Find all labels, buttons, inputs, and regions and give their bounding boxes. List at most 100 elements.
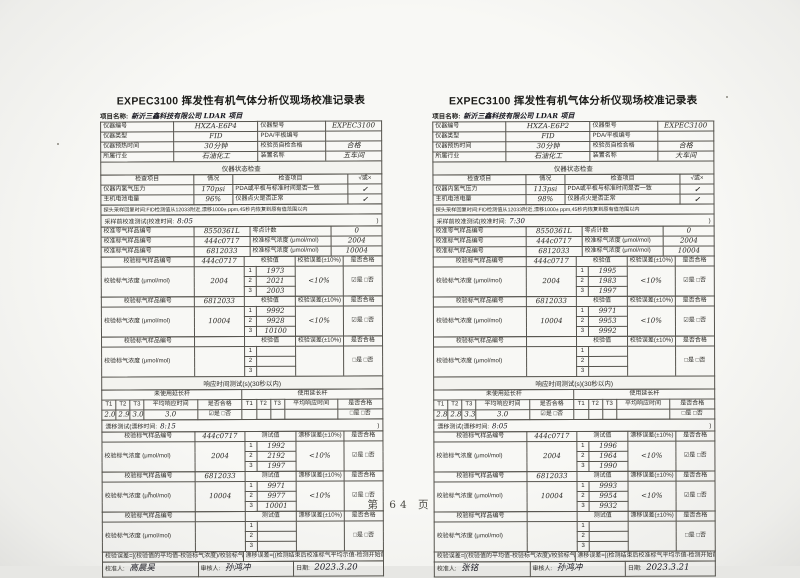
self-check-label: 校验员自检合格 — [257, 141, 326, 152]
form-title: EXPEC3100 挥发性有机气体分析仪现场校准记录表 — [116, 94, 366, 108]
verify-conc-value: 2004 — [525, 266, 577, 297]
t3-header: T3 — [270, 399, 285, 410]
signature-table: 校准人: 张铭 审核人: 孙鸿冲 日期: 2023.3.21 — [434, 561, 716, 578]
check-item-header: 检查项目 — [100, 174, 194, 186]
verify-error-header: 校验误差(±10%) — [295, 256, 343, 267]
cal-gas1-no: 444c0717 — [525, 236, 583, 247]
table-row: 校准人: 张铭 审核人: 孙鸿冲 日期: 2023.3.21 — [434, 561, 716, 577]
verify-gas-label: 校验标气样品编号 — [101, 256, 194, 268]
self-check-label: 校验员自检合格 — [590, 141, 658, 152]
drift-label: 漂移测试(漂移时间: — [105, 424, 158, 431]
drift-reading: 1964 — [588, 451, 628, 462]
pass-checkbox: ☑是 □否 — [675, 306, 715, 337]
instrument-info-table: 仪器编号 HXZA-E6P4 仪器型号 EXPEC3100 仪器类型 FID P… — [100, 120, 382, 163]
t3-header: T3 — [129, 399, 144, 410]
verify-block-2: 校验标气样品编号 6812033 校验值 校验误差(±10%) 是否合格 校验标… — [101, 295, 383, 338]
verify-error-value: <10% — [627, 266, 675, 297]
pass-header: 是否合格 — [675, 471, 716, 482]
verify-block-3: 校验标气样品编号 校验值 校验误差(±10%) 是否合格 校验标气浓度 (μmo… — [433, 336, 715, 378]
drift-gas-no: 444c0717 — [194, 431, 246, 442]
instrument-type-value: FID — [173, 131, 258, 142]
zero-count-value: 0 — [663, 226, 715, 237]
drift-reading — [256, 531, 297, 542]
verify-gas-no: 444c0717 — [525, 256, 577, 267]
drift-conc-value — [526, 521, 578, 552]
t1-header: T1 — [242, 399, 257, 410]
verify-reading — [588, 356, 628, 367]
instrument-type-label: 仪器类型 — [432, 131, 506, 142]
h2-pressure-value: 170psi — [193, 184, 233, 195]
check-item-header: 检查项目 — [432, 174, 526, 185]
calibration-gas-table: 校准零气样品编号 8550361L 零点计数 0 校准标气样品编号 444c07… — [433, 226, 715, 258]
instrument-model-label: 仪器型号 — [590, 121, 658, 132]
verify-error-value: <10% — [295, 266, 343, 297]
drift-reading: 1992 — [256, 441, 296, 452]
drift-error-header: 漂移误差(±10%) — [296, 511, 344, 522]
zero-gas-label: 校准零气样品编号 — [433, 226, 526, 237]
row-index: 2 — [244, 276, 256, 287]
verify-gas-label: 校验标气样品编号 — [433, 336, 527, 347]
verify-reading — [588, 346, 628, 357]
pass-header: 是否合格 — [675, 511, 716, 522]
date-value: 2023.3.21 — [646, 562, 690, 574]
drift-error-value — [296, 521, 345, 552]
calibration-gas-table: 校准零气样品编号 8550361L 零点计数 0 校准标气样品编号 444c07… — [101, 225, 383, 258]
pass-header: 是否合格 — [343, 510, 384, 522]
reviewer-signature: 孙鸿冲 — [224, 563, 251, 574]
row-index: 1 — [576, 306, 588, 317]
date-value: 2023.3.20 — [314, 562, 358, 574]
row-index: 2 — [245, 531, 257, 542]
date-label: 日期: — [296, 566, 310, 573]
drift-block-1: 校验标气样品编号 444c0717 测试值 漂移误差(±10%) 是否合格 校验… — [101, 430, 384, 473]
verify-gas-label: 校验标气样品编号 — [101, 296, 195, 308]
drift-gas-no — [526, 511, 578, 522]
verify-error-header: 校验误差(±10%) — [627, 256, 675, 267]
avg-response-header: 平均响应时间 — [475, 399, 530, 410]
table-row: 校验标气浓度 (μmol/mol) 2004 1 1992 <10% ☑是 □否 — [101, 440, 384, 473]
test-value-header: 测试值 — [577, 431, 628, 442]
verify-gas-label: 校验标气样品编号 — [433, 431, 527, 442]
verify-conc-value — [194, 346, 245, 377]
instrument-no-label: 仪器编号 — [432, 121, 506, 132]
verify-conc-label: 校验标气浓度 (μmol/mol) — [434, 521, 527, 552]
date-cell: 日期: 2023.3.20 — [293, 560, 384, 577]
paren-close: ) — [377, 423, 380, 430]
response-time-table: 未使用延长杆 使用延长杆 T1 T2 T3 平均响应时间 是否合格 T1 T2 … — [101, 388, 383, 421]
reviewer-label: 审核人: — [532, 566, 553, 573]
pda-sync-label: PDA或平板与标准时间是否一致 — [565, 184, 681, 195]
check-mark: ✓ — [680, 184, 715, 195]
warmup-value: 30分钟 — [505, 141, 591, 152]
date-label: 日期: — [627, 566, 642, 573]
drift-error-value: <10% — [627, 441, 676, 472]
warmup-label: 仪器预热时间 — [100, 141, 174, 153]
scan-artifact — [148, 492, 151, 494]
calibrator-signature: 高晨昊 — [129, 563, 155, 574]
pass-header: 是否合格 — [342, 295, 383, 307]
verify-reading: 1995 — [587, 266, 628, 277]
verify-reading — [256, 356, 296, 367]
verify-conc-value — [526, 346, 577, 377]
drift-block-3: 校验标气样品编号 测试值 漂移误差(±10%) 是否合格 校验标气浓度 (μmo… — [434, 511, 716, 553]
drift-error-header: 漂移误差(±10%) — [295, 431, 344, 442]
row-index: 2 — [576, 316, 589, 327]
instrument-no-label: 仪器编号 — [100, 121, 174, 133]
row-index: 1 — [244, 306, 256, 317]
drift-block-1: 校验标气样品编号 444c0717 测试值 漂移误差(±10%) 是否合格 校验… — [433, 431, 715, 473]
verify-error-value — [627, 346, 676, 377]
pass-header: 是否合格 — [343, 430, 383, 442]
h2-pressure-value: 113psi — [525, 184, 566, 195]
table-row: 校验标气浓度 (μmol/mol) 10004 1 9971 <10% ☑是 □… — [433, 306, 715, 337]
row-index: 2 — [576, 276, 588, 287]
test-value-header: 测试值 — [245, 511, 297, 522]
zero-count-label: 零点计数 — [582, 226, 664, 237]
response-time-table: 未使用延长杆 使用延长杆 T1 T2 T3 平均响应时间 是否合格 T1 T2 … — [433, 389, 715, 421]
verify-value-header: 校验值 — [576, 256, 628, 267]
verify-conc-value: 2004 — [193, 266, 245, 297]
drift-reading: 9993 — [588, 481, 628, 492]
drift-time-value: 8:15 — [160, 422, 176, 431]
scan-artifact — [726, 96, 728, 98]
verify-error-value: <10% — [295, 306, 344, 337]
drift-reading: 1996 — [588, 441, 628, 452]
date-cell: 日期: 2023.3.21 — [625, 561, 716, 577]
verify-block-2: 校验标气样品编号 6812033 校验值 校验误差(±10%) 是否合格 校验标… — [433, 296, 715, 338]
